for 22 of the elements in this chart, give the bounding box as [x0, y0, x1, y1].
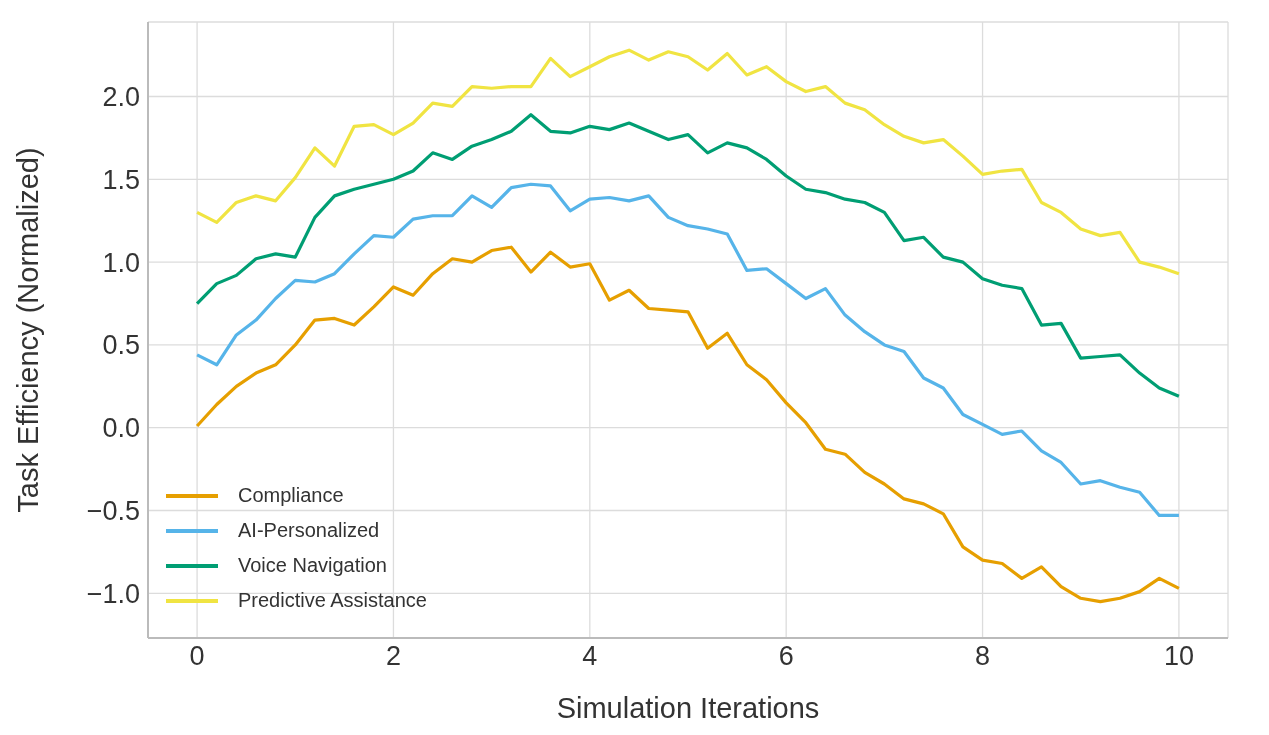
- x-tick-label: 6: [778, 641, 794, 672]
- legend-label: Voice Navigation: [238, 553, 387, 578]
- legend-label: Predictive Assistance: [238, 588, 427, 613]
- y-tick-label: 2.0: [102, 82, 140, 113]
- x-tick-label: 8: [975, 641, 991, 672]
- y-tick-label: 1.0: [102, 247, 140, 278]
- y-tick-label: −1.0: [86, 578, 140, 609]
- line-series: [195, 48, 1181, 276]
- y-tick-label: 1.5: [102, 164, 140, 195]
- y-tick-label: −0.5: [86, 496, 140, 527]
- x-tick-label: 0: [189, 641, 205, 672]
- y-tick-label: 0.5: [102, 330, 140, 361]
- y-axis-title: Task Efficiency (Normalized): [12, 147, 45, 513]
- x-tick-label: 10: [1163, 641, 1194, 672]
- legend-label: Compliance: [238, 483, 344, 508]
- line-series: [195, 113, 1181, 398]
- line-series: [195, 182, 1181, 518]
- y-tick-label: 0.0: [102, 413, 140, 444]
- x-tick-label: 2: [385, 641, 401, 672]
- x-axis-title: Simulation Iterations: [556, 692, 820, 724]
- x-tick-label: 4: [582, 641, 598, 672]
- legend-label: AI-Personalized: [238, 518, 380, 543]
